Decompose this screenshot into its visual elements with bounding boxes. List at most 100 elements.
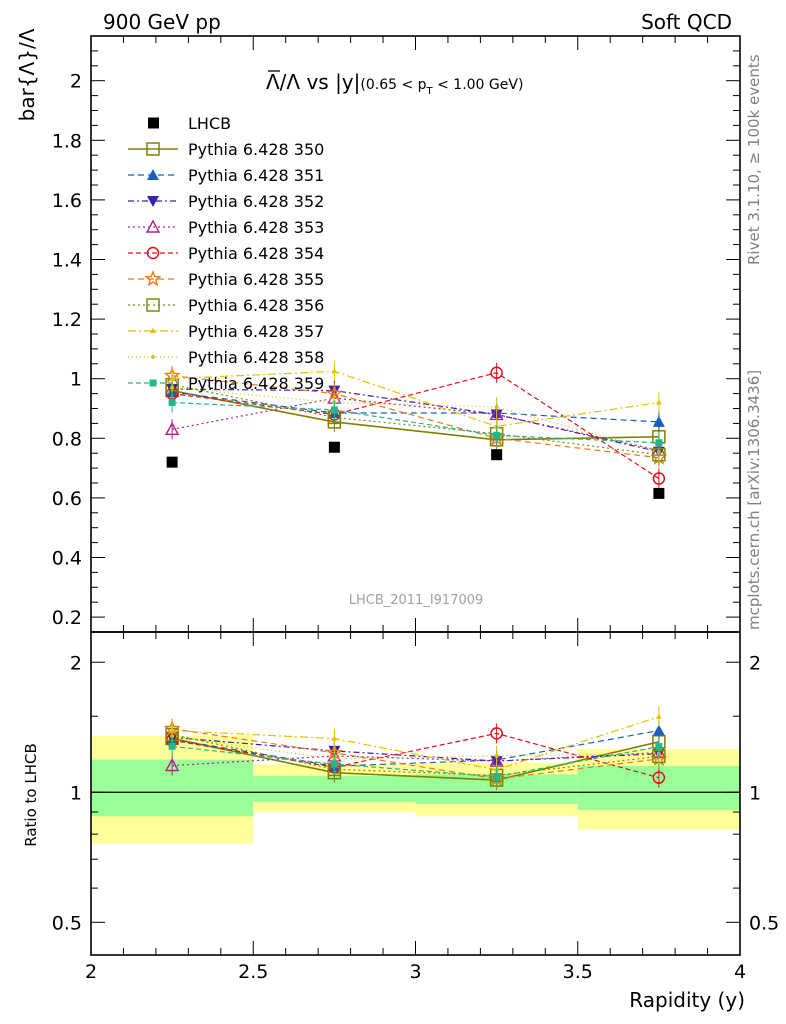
rivet-label: Rivet 3.1.10, ≥ 100k events [745, 54, 763, 265]
series-line-8 [172, 386, 660, 453]
legend-marker [146, 246, 160, 260]
series-marker-7 [331, 368, 338, 374]
legend-label: Pythia 6.428 358 [188, 348, 324, 367]
series-marker-8 [170, 385, 175, 390]
series-line-2 [172, 388, 660, 453]
y-axis-label-main: bar{Λ}/Λ [15, 28, 39, 121]
ratio-plot [163, 706, 668, 791]
main-plot [163, 361, 668, 499]
x-tick-label: 2.5 [238, 961, 268, 983]
y-tick-label: 0.8 [52, 428, 82, 450]
legend-marker [147, 169, 159, 180]
ratio-line-6 [171, 733, 659, 777]
title-small-end: < 1.00 GeV) [433, 77, 524, 93]
ratio-marker-7 [331, 735, 338, 741]
legend-marker [145, 219, 161, 233]
ratio-marker-9 [655, 743, 663, 751]
series-line-7 [172, 370, 659, 428]
legend-label: Pythia 6.428 359 [188, 374, 324, 393]
series-marker-8 [494, 405, 499, 410]
y-tick-label: 1.6 [52, 190, 82, 212]
series-marker-9 [330, 406, 338, 414]
title-small: (0.65 < p [360, 77, 426, 93]
plot-title: Λ/Λ vs |y|(0.65 < pT < 1.00 GeV) [266, 70, 523, 97]
legend: LHCB Pythia 6.428 350 Pythia 6.428 351 Pyth… [128, 114, 324, 393]
legend-label: Pythia 6.428 354 [188, 244, 324, 263]
ratio-line-4 [172, 732, 660, 779]
y-tick-label: 2 [70, 71, 82, 93]
y-tick-label: 0.4 [52, 548, 82, 570]
series-line-5 [172, 375, 659, 459]
x-tick-label: 2 [85, 961, 97, 983]
ratio-marker-9 [168, 742, 176, 750]
series-marker-9 [655, 439, 663, 447]
y-tick-label: 1.2 [52, 309, 82, 331]
series-line-4 [172, 372, 660, 480]
series-line-1 [172, 391, 659, 423]
y-axis-label-ratio: Ratio to LHCB [22, 743, 40, 847]
series-marker-3 [164, 421, 180, 436]
series-marker-4 [652, 472, 666, 485]
x-axis-label: Rapidity (y) [629, 988, 745, 1012]
ratio-line-9 [172, 745, 660, 778]
ratio-y-tick-label: 1 [749, 782, 761, 804]
y-tick-label: 0.2 [52, 607, 82, 629]
data-point [166, 456, 178, 468]
ratio-marker-7 [655, 713, 662, 719]
legend-marker [144, 270, 162, 287]
series-line-9 [172, 401, 659, 444]
ratio-y-tick-label: 0.5 [52, 912, 82, 934]
series-marker-4 [490, 366, 503, 379]
legend-marker-data [148, 117, 159, 129]
legend-marker [149, 379, 157, 387]
legend-label: Pythia 6.428 357 [188, 322, 324, 341]
title-main: Λ/Λ vs |y| [266, 70, 360, 94]
legend-label: LHCB [188, 114, 231, 133]
legend-label: Pythia 6.428 352 [188, 192, 324, 211]
title-sub: T [426, 86, 434, 97]
y-tick-label: 1 [70, 369, 82, 391]
x-tick-label: 3.5 [563, 961, 593, 983]
ratio-line-3 [172, 751, 659, 767]
ratio-y-tick-label: 2 [70, 652, 82, 674]
legend-label: Pythia 6.428 351 [188, 166, 324, 185]
legend-marker [151, 355, 155, 359]
ratio-marker-8 [494, 753, 499, 758]
mcplots-label: mcplots.cern.ch [arXiv:1306.3436] [745, 370, 763, 630]
series-line-6 [171, 384, 659, 456]
data-point [491, 449, 503, 461]
legend-label: Pythia 6.428 355 [188, 270, 324, 289]
ratio-marker-3 [164, 758, 180, 772]
axes: 0.2 0.4 0.6 0.8 1 1.2 1.4 1.6 1.8 2 2 2.5 3 3.5 4 0.5 0.… [52, 35, 779, 983]
ratio-marker-4 [652, 771, 666, 784]
ratio-line-5 [172, 728, 659, 780]
y-tick-label: 1.4 [52, 250, 82, 272]
series-marker-9 [493, 431, 501, 439]
legend-marker [146, 142, 160, 156]
y-tick-label: 1.8 [52, 130, 82, 152]
legend-marker [150, 328, 156, 333]
series-line-3 [171, 397, 660, 451]
x-tick-label: 3 [409, 961, 421, 983]
watermark: LHCB_2011_I917009 [349, 593, 484, 608]
legend-marker [147, 196, 159, 207]
ratio-y-tick-label: 2 [749, 652, 761, 674]
header-right: Soft QCD [641, 10, 732, 34]
ratio-marker-1 [652, 724, 665, 736]
legend-label: Pythia 6.428 353 [188, 218, 324, 237]
legend-label: Pythia 6.428 350 [188, 140, 324, 159]
ratio-y-tick-label: 1 [70, 782, 82, 804]
data-point [328, 441, 340, 453]
ratio-line-1 [172, 729, 660, 767]
header-left: 900 GeV pp [103, 10, 221, 34]
data-point [653, 487, 665, 499]
legend-marker [146, 298, 160, 312]
series-line-0 [171, 389, 659, 441]
ratio-y-tick-label: 0.5 [749, 912, 779, 934]
ratio-marker-4 [490, 727, 503, 740]
x-tick-label: 4 [734, 961, 746, 983]
y-tick-label: 0.6 [52, 488, 82, 510]
ratio-line-7 [172, 716, 660, 771]
series-marker-1 [652, 415, 665, 427]
